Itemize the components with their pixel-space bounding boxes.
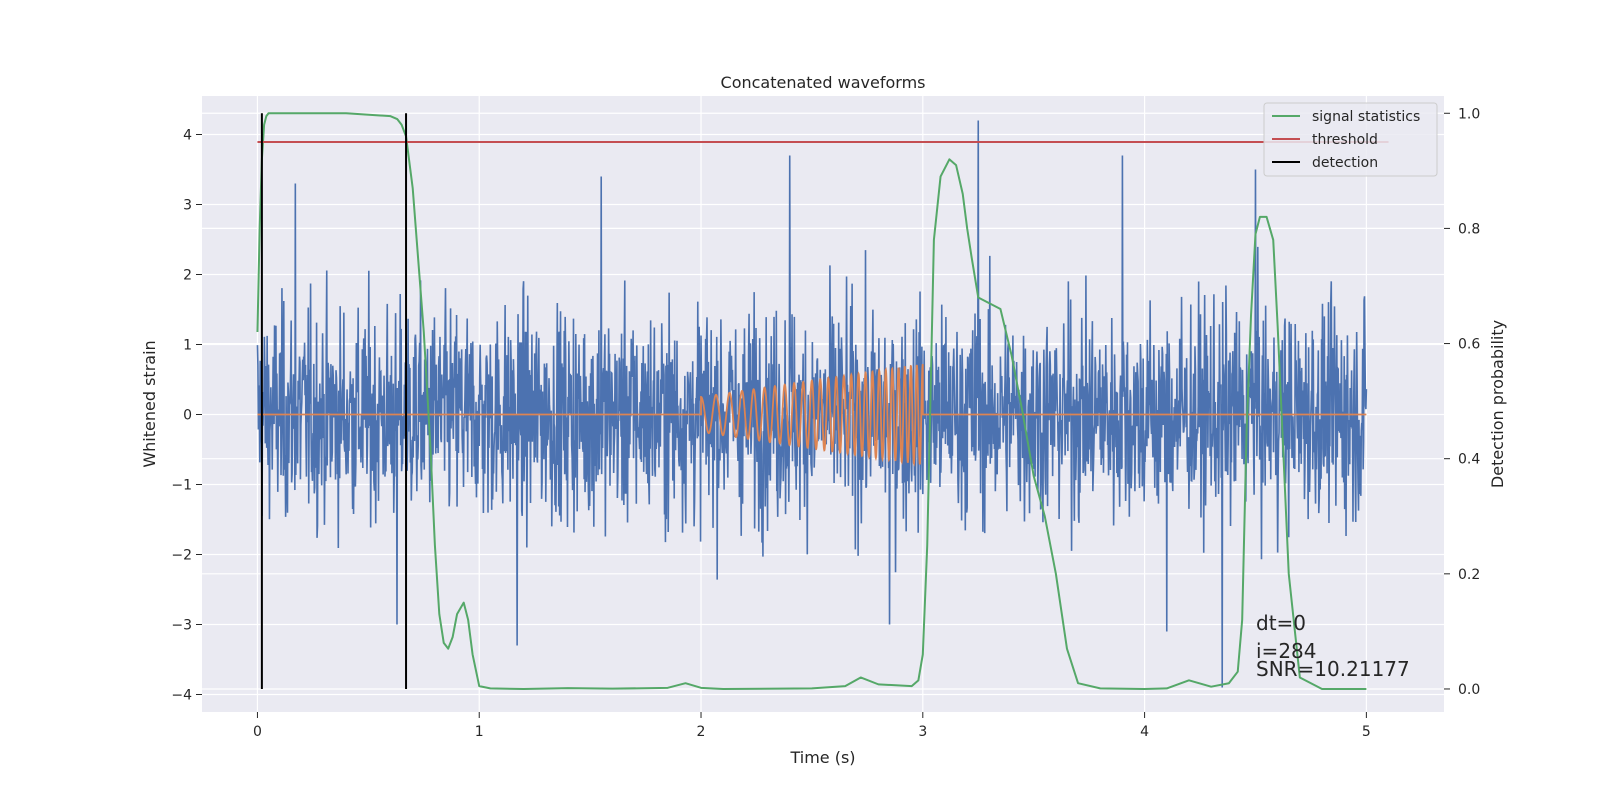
x-tick-label: 5 [1362,724,1371,740]
y-right-axis-title: Detection probability [1488,320,1507,488]
left-axis-ticks: −4 −3 −2 −1 0 1 2 3 4 [171,128,202,704]
right-axis-ticks: 0.0 0.2 0.4 0.6 0.8 1.0 [1444,106,1480,698]
legend-box [1263,102,1438,177]
y-right-tick-label: 0.4 [1458,452,1480,468]
y-tick-label: −2 [171,548,192,564]
x-tick-label: 0 [253,724,262,740]
x-axis-title: Time (s) [789,748,855,767]
annotation-dt: dt=0 [1256,611,1306,635]
y-right-tick-label: 0.0 [1458,682,1480,698]
y-tick-label: 2 [183,268,192,284]
y-tick-label: 4 [183,128,192,144]
annotation-i: i=284 [1256,639,1317,663]
y-axis-title: Whitened strain [140,340,159,467]
y-tick-label: −1 [171,478,192,494]
y-tick-label: 0 [183,408,192,424]
x-tick-label: 3 [918,724,927,740]
legend-label-threshold: threshold [1312,132,1378,148]
y-right-tick-label: 0.6 [1458,337,1480,353]
y-right-tick-label: 0.8 [1458,221,1480,237]
y-tick-label: 1 [183,338,192,354]
series-injected-chirp-line [257,363,1367,467]
x-tick-label: 4 [1140,724,1149,740]
y-tick-label: 3 [183,198,192,214]
series-signal-statistics-line [256,112,1367,690]
annotation-snr: SNR=10.21177 [1256,657,1410,681]
series-whitened-strain-line [256,120,1368,688]
legend-label-detection: detection [1312,155,1378,171]
x-axis-ticks: 0 1 2 3 4 5 [253,712,1371,740]
x-tick-label: 1 [475,724,484,740]
legend: signal statistics threshold detection [1263,102,1438,177]
chart-title: Concatenated waveforms [721,73,926,92]
y-right-tick-label: 1.0 [1458,106,1480,122]
annotations: dt=0 i=284 SNR=10.21177 [1256,611,1410,681]
y-tick-label: −3 [171,618,192,634]
series-layer [256,112,1389,690]
y-right-tick-label: 0.2 [1458,567,1480,583]
y-tick-label: −4 [171,688,192,704]
legend-label-signal-statistics: signal statistics [1312,109,1420,125]
x-tick-label: 2 [697,724,706,740]
